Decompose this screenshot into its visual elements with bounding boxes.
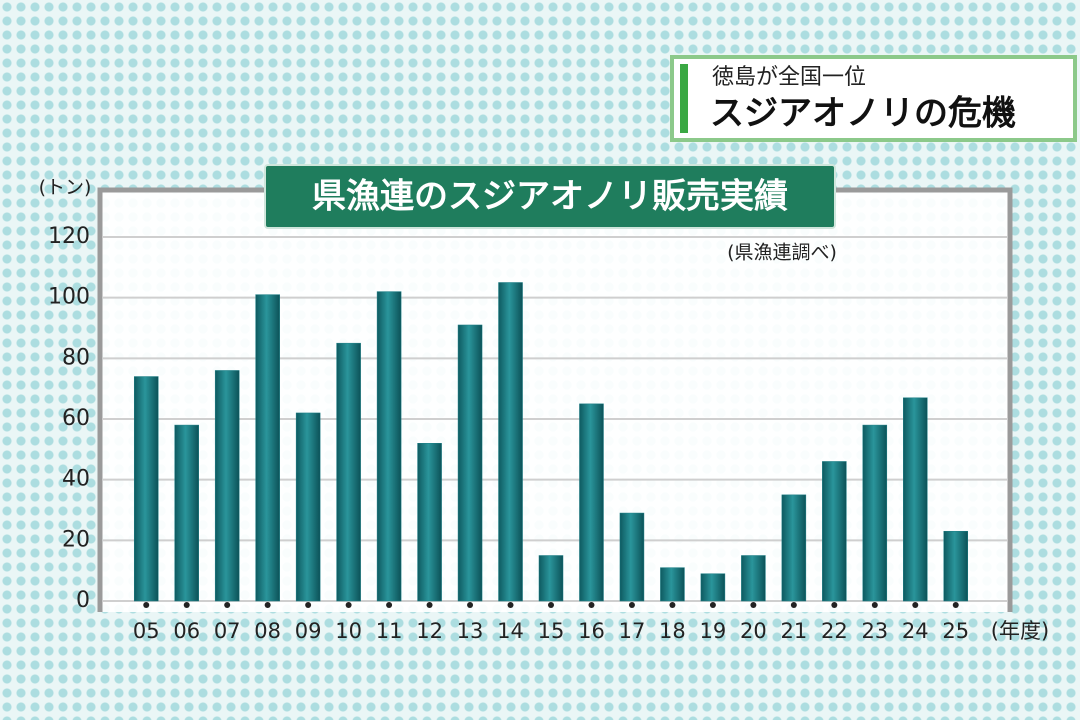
bar — [741, 555, 766, 602]
x-tick-dot — [224, 602, 231, 608]
bar — [903, 397, 928, 602]
y-tick-label: 40 — [62, 467, 90, 492]
x-unit: (年度) — [991, 619, 1049, 643]
x-tick-label: 17 — [619, 619, 646, 643]
chart-title: 県漁連のスジアオノリ販売実績 — [312, 177, 788, 217]
bar — [457, 324, 483, 602]
y-tick-label: 120 — [48, 224, 90, 249]
x-tick-dot — [548, 602, 554, 608]
x-tick-dot — [143, 602, 150, 608]
y-tick-label: 60 — [62, 406, 90, 431]
x-tick-label: 15 — [538, 619, 565, 643]
x-tick-dot — [709, 602, 716, 608]
x-tick-label: 14 — [497, 619, 524, 643]
y-tick-label: 20 — [62, 527, 90, 552]
bar — [579, 403, 604, 602]
bar — [862, 424, 888, 602]
bar — [822, 461, 847, 602]
y-unit: (トン) — [39, 177, 92, 199]
x-tick-dot — [264, 602, 271, 608]
bar — [781, 494, 807, 602]
x-tick-dot — [426, 602, 433, 608]
x-tick-label: 18 — [659, 619, 686, 643]
x-tick-label: 25 — [942, 619, 969, 643]
bar — [133, 376, 159, 602]
x-tick-dot — [750, 602, 757, 608]
bar — [700, 573, 726, 602]
bar — [619, 512, 645, 602]
bar — [538, 555, 564, 602]
bar — [214, 370, 240, 602]
x-tick-label: 19 — [700, 619, 727, 643]
x-tick-dot — [912, 602, 919, 608]
caption-title: スジアオノリの危機 — [710, 94, 1016, 134]
title-box — [264, 164, 836, 229]
x-tick-label: 06 — [173, 619, 200, 643]
x-tick-label: 12 — [416, 619, 443, 643]
caption-subtitle: 徳島が全国一位 — [712, 65, 866, 90]
x-tick-dot — [588, 602, 595, 608]
x-tick-label: 08 — [254, 619, 281, 643]
x-tick-dot — [183, 602, 190, 608]
x-tick-dot — [507, 602, 514, 608]
bar — [417, 443, 442, 602]
x-tick-dot — [952, 602, 959, 608]
bar — [943, 530, 969, 602]
x-tick-label: 16 — [578, 619, 605, 643]
x-tick-label: 21 — [780, 619, 807, 643]
x-tick-dot — [467, 602, 474, 608]
x-tick-dot — [628, 602, 635, 608]
x-tick-label: 10 — [335, 619, 362, 643]
x-tick-dot — [345, 602, 352, 608]
x-tick-dot — [831, 602, 838, 608]
x-tick-label: 22 — [821, 619, 848, 643]
y-tick-label: 80 — [62, 345, 90, 370]
x-tick-dot — [871, 602, 878, 608]
x-tick-label: 07 — [214, 619, 241, 643]
x-tick-label: 13 — [457, 619, 484, 643]
x-tick-dot — [790, 602, 797, 608]
x-tick-label: 11 — [376, 619, 403, 643]
x-tick-label: 05 — [133, 619, 160, 643]
x-tick-dot — [386, 602, 393, 608]
x-tick-label: 09 — [295, 619, 322, 643]
x-tick-dot — [669, 602, 676, 608]
bar — [336, 342, 361, 602]
source-note: (県漁連調べ) — [727, 242, 837, 264]
caption-box — [670, 55, 1077, 142]
x-tick-dot — [305, 602, 312, 608]
bar — [498, 282, 523, 602]
y-tick-label: 100 — [48, 285, 90, 310]
bar — [660, 567, 685, 602]
bar — [295, 412, 321, 602]
y-tick-label: 0 — [76, 588, 90, 613]
x-tick-label: 20 — [740, 619, 767, 643]
bar — [255, 294, 280, 602]
x-tick-label: 23 — [861, 619, 888, 643]
bar — [376, 291, 402, 602]
bar — [174, 424, 199, 602]
x-tick-label: 24 — [902, 619, 929, 643]
caption-accent — [680, 64, 688, 133]
